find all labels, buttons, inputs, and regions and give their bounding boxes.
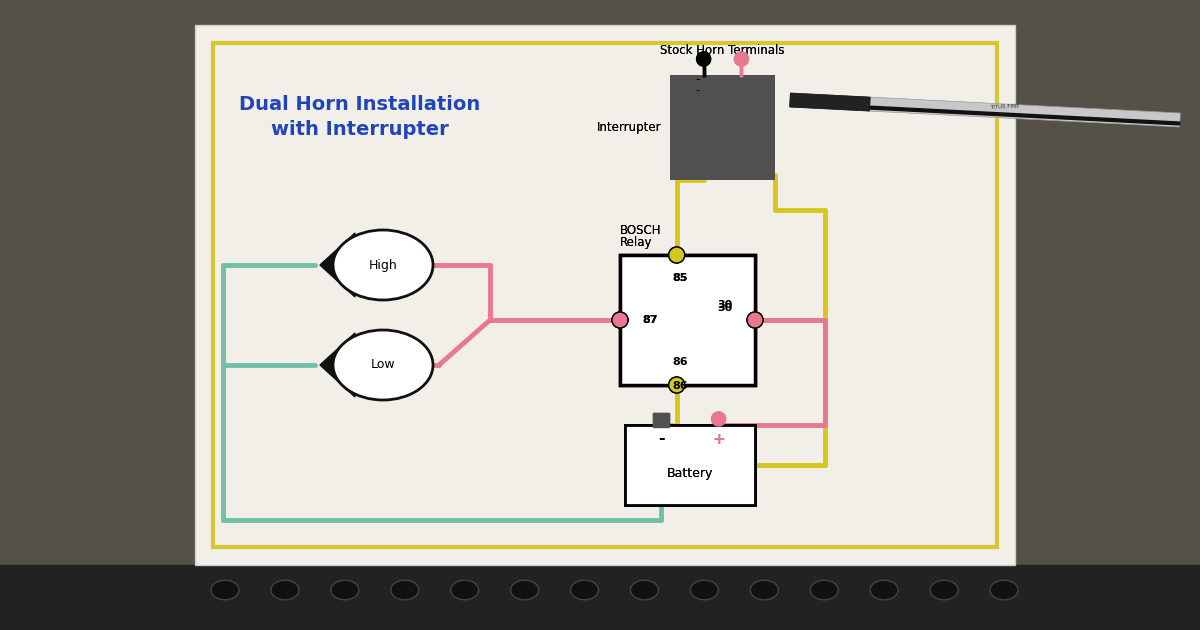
Ellipse shape: [750, 580, 779, 600]
Ellipse shape: [331, 580, 359, 600]
Text: 85: 85: [672, 273, 688, 283]
Bar: [670, 75, 775, 180]
Text: Stock Horn Terminals: Stock Horn Terminals: [660, 44, 785, 57]
Text: Stock Horn Terminals: Stock Horn Terminals: [660, 44, 785, 57]
Polygon shape: [790, 93, 1181, 127]
Text: 30: 30: [718, 303, 733, 313]
Text: +: +: [713, 432, 725, 447]
Circle shape: [712, 412, 726, 426]
Text: with Interrupter: with Interrupter: [271, 120, 449, 139]
Text: 86: 86: [672, 381, 688, 391]
Text: BOSCH: BOSCH: [620, 224, 661, 237]
Bar: [625, 425, 755, 505]
Circle shape: [696, 52, 710, 66]
Text: Interrupter: Interrupter: [598, 121, 662, 134]
Ellipse shape: [690, 580, 719, 600]
Text: Interrupter: Interrupter: [598, 121, 662, 134]
Circle shape: [734, 52, 749, 66]
Ellipse shape: [810, 580, 839, 600]
Bar: [620, 255, 755, 385]
Bar: [653, 413, 670, 427]
Bar: [625, 425, 755, 505]
Bar: [653, 413, 670, 427]
Polygon shape: [790, 93, 870, 111]
Text: TITUS FINE: TITUS FINE: [990, 104, 1020, 110]
Text: 85: 85: [672, 273, 688, 283]
Circle shape: [668, 377, 685, 393]
Circle shape: [668, 247, 685, 263]
Text: 87: 87: [642, 315, 658, 325]
Circle shape: [746, 312, 763, 328]
Text: Relay: Relay: [620, 236, 653, 249]
Text: BOSCH: BOSCH: [620, 224, 661, 237]
Ellipse shape: [930, 580, 958, 600]
Polygon shape: [320, 233, 355, 297]
Text: +: +: [713, 432, 725, 447]
Circle shape: [696, 52, 710, 66]
Ellipse shape: [511, 580, 539, 600]
Ellipse shape: [211, 580, 239, 600]
Text: -: -: [659, 432, 665, 447]
Text: -: -: [659, 432, 665, 447]
Text: Battery: Battery: [667, 466, 713, 479]
Bar: [670, 75, 775, 180]
Ellipse shape: [570, 580, 599, 600]
Text: 30: 30: [718, 300, 733, 310]
Text: -: -: [696, 73, 700, 86]
Circle shape: [612, 312, 628, 328]
Circle shape: [712, 412, 726, 426]
Bar: [620, 255, 755, 385]
Text: Dual Horn Installation: Dual Horn Installation: [239, 95, 481, 114]
Bar: [194, 25, 1015, 565]
Ellipse shape: [870, 580, 898, 600]
Bar: [1015, 0, 1200, 630]
Ellipse shape: [271, 580, 299, 600]
Circle shape: [734, 52, 749, 66]
Text: Battery: Battery: [667, 466, 713, 479]
Ellipse shape: [391, 580, 419, 600]
Text: -: -: [696, 85, 700, 95]
Text: Relay: Relay: [620, 236, 653, 249]
Ellipse shape: [630, 580, 659, 600]
Polygon shape: [320, 333, 355, 397]
Text: 87: 87: [642, 315, 658, 325]
Ellipse shape: [451, 580, 479, 600]
Ellipse shape: [334, 230, 433, 300]
Polygon shape: [870, 106, 1180, 125]
Ellipse shape: [990, 580, 1018, 600]
Ellipse shape: [334, 330, 433, 400]
Bar: [0, 565, 1200, 630]
Text: High: High: [368, 258, 397, 272]
Bar: [214, 43, 997, 547]
Text: 86: 86: [672, 357, 688, 367]
Bar: [0, 0, 1200, 25]
Text: Low: Low: [371, 358, 395, 372]
Bar: [0, 0, 194, 630]
